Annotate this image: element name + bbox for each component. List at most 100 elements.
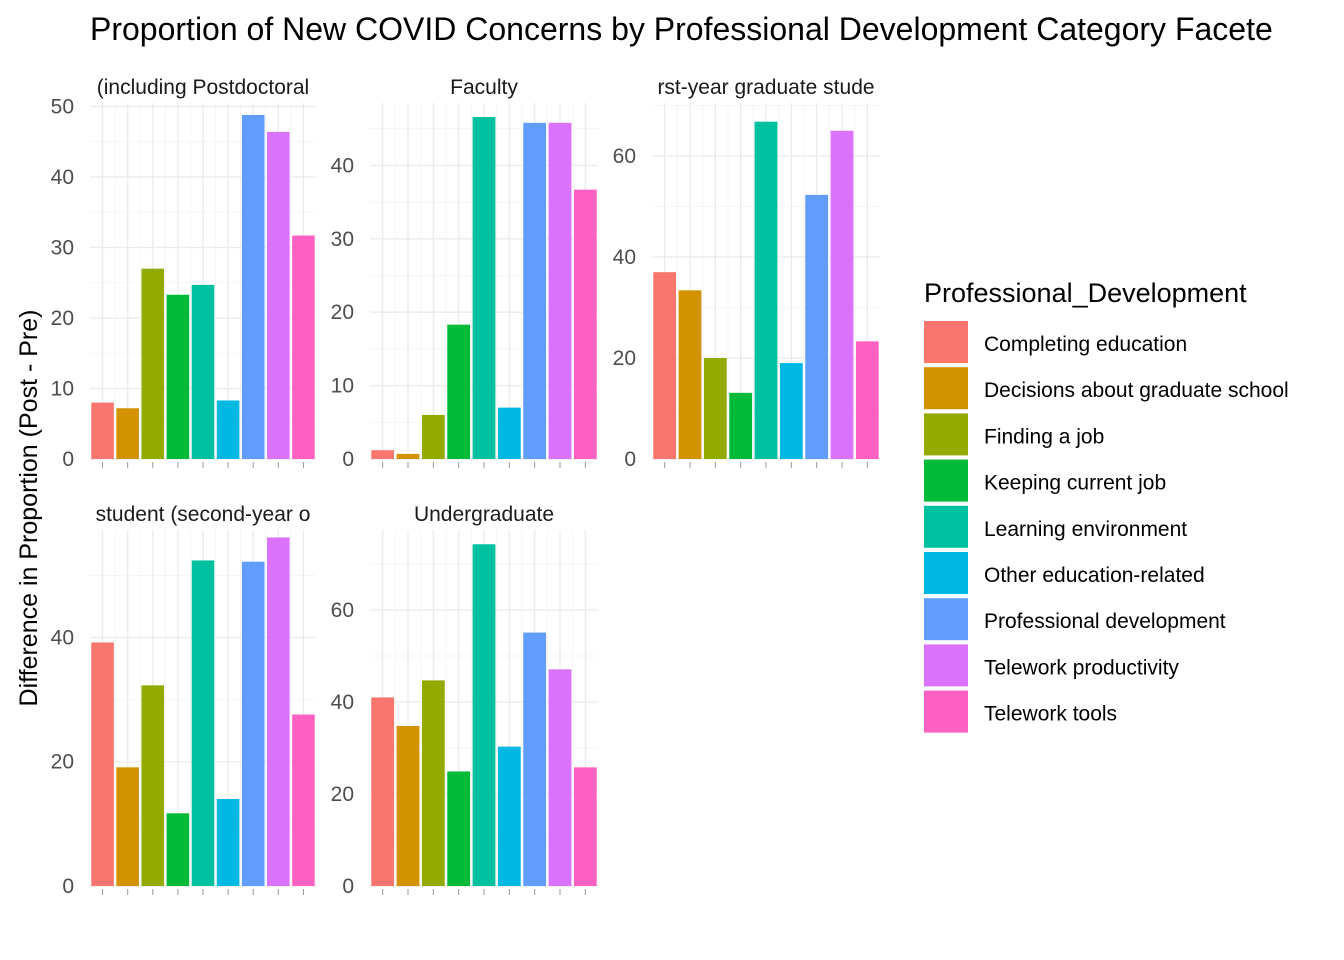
bar xyxy=(497,746,521,886)
legend-label: Telework tools xyxy=(984,703,1117,726)
bar xyxy=(371,450,395,459)
legend-label: Completing education xyxy=(984,333,1187,356)
bar xyxy=(573,767,597,886)
bar xyxy=(447,771,471,886)
bar xyxy=(91,642,114,886)
bar xyxy=(166,294,190,459)
y-tick-label: 20 xyxy=(613,347,636,370)
y-tick-label: 40 xyxy=(51,166,74,189)
y-tick-label: 20 xyxy=(51,751,74,774)
facet-panel: 0 20 40 student (second-year o xyxy=(51,503,316,898)
y-tick-label: 0 xyxy=(342,875,354,898)
facet-strip-label: rst-year graduate stude xyxy=(657,76,874,99)
facet-panel: 0 10 20 30 40 Faculty xyxy=(331,76,598,471)
legend-label: Telework productivity xyxy=(984,656,1179,679)
legend: Professional_Development Completing educ… xyxy=(924,278,1289,733)
legend-swatch xyxy=(924,505,968,548)
facet-panel: 0 20 40 60 Undergraduate xyxy=(331,503,598,898)
bar xyxy=(754,121,778,459)
y-tick-label: 20 xyxy=(331,301,354,324)
bar xyxy=(241,561,265,886)
bar xyxy=(166,813,190,886)
bar xyxy=(573,189,597,459)
bar xyxy=(653,272,677,459)
legend-swatch xyxy=(924,367,968,410)
legend-swatch xyxy=(924,598,968,641)
legend-swatch xyxy=(924,321,968,363)
y-tick-label: 10 xyxy=(331,375,354,398)
chart-title: Proportion of New COVID Concerns by Prof… xyxy=(90,11,1273,47)
bar xyxy=(421,680,445,886)
bar xyxy=(523,122,547,460)
bar xyxy=(396,453,420,459)
y-tick-label: 30 xyxy=(51,237,74,260)
facet-strip-label: (including Postdoctoral xyxy=(97,76,309,99)
bar xyxy=(523,632,547,886)
legend-label: Finding a job xyxy=(984,425,1104,448)
facet-strip-label: Undergraduate xyxy=(414,503,554,526)
bar xyxy=(548,669,572,886)
y-axis-title: Difference in Proportion (Post - Pre) xyxy=(15,310,43,707)
bar xyxy=(703,358,727,459)
y-tick-label: 0 xyxy=(62,875,74,898)
y-tick-label: 40 xyxy=(613,246,636,269)
y-tick-label: 40 xyxy=(331,154,354,177)
bar xyxy=(141,268,165,459)
legend-swatch xyxy=(924,552,968,594)
bar xyxy=(830,130,854,459)
bar xyxy=(472,116,496,460)
y-tick-label: 0 xyxy=(62,448,74,471)
facet-panel: 0 10 20 30 40 50 (including Postdoctoral xyxy=(51,76,316,471)
bar xyxy=(216,400,240,459)
bar xyxy=(421,414,445,459)
bar xyxy=(779,363,803,459)
y-tick-label: 20 xyxy=(51,307,74,330)
legend-label: Professional development xyxy=(984,610,1226,633)
bar xyxy=(371,697,395,886)
bar xyxy=(191,560,215,886)
legend-swatch xyxy=(924,459,968,502)
legend-label: Keeping current job xyxy=(984,472,1166,495)
y-tick-label: 20 xyxy=(331,783,354,806)
legend-swatch xyxy=(924,413,968,456)
facet-panels: 0 10 20 30 40 50 (including Postdoctoral 0 10 20 3… xyxy=(51,76,880,898)
bar xyxy=(548,122,572,460)
y-tick-label: 60 xyxy=(613,145,636,168)
y-tick-label: 30 xyxy=(331,228,354,251)
bar xyxy=(292,235,315,459)
legend-swatch xyxy=(924,690,968,733)
legend-label: Learning environment xyxy=(984,518,1187,541)
y-tick-label: 0 xyxy=(624,448,636,471)
legend-swatch xyxy=(924,644,968,687)
facet-strip-label: Faculty xyxy=(450,76,518,99)
y-tick-label: 0 xyxy=(342,448,354,471)
bar xyxy=(805,194,829,459)
bar xyxy=(267,131,290,460)
facet-strip-label: student (second-year o xyxy=(96,503,311,526)
bar xyxy=(497,407,521,459)
bar xyxy=(855,341,879,459)
bar xyxy=(241,114,265,459)
bar xyxy=(472,544,496,886)
legend-label: Other education-related xyxy=(984,564,1205,587)
bar xyxy=(191,284,215,459)
bar xyxy=(729,392,753,459)
facet-panel: 0 20 40 60 rst-year graduate stude xyxy=(613,76,880,471)
bar xyxy=(292,714,315,886)
bar xyxy=(447,324,471,459)
bar xyxy=(116,408,139,459)
legend-title: Professional_Development xyxy=(924,278,1247,308)
y-tick-label: 40 xyxy=(331,691,354,714)
y-tick-label: 40 xyxy=(51,626,74,649)
bar xyxy=(678,290,702,459)
bar xyxy=(91,402,114,459)
bar xyxy=(396,725,420,886)
bar xyxy=(116,767,139,886)
bar xyxy=(267,537,290,886)
y-tick-label: 10 xyxy=(51,378,74,401)
bar xyxy=(216,799,240,886)
y-tick-label: 60 xyxy=(331,599,354,622)
legend-label: Decisions about graduate school xyxy=(984,379,1289,402)
y-tick-label: 50 xyxy=(51,96,74,119)
